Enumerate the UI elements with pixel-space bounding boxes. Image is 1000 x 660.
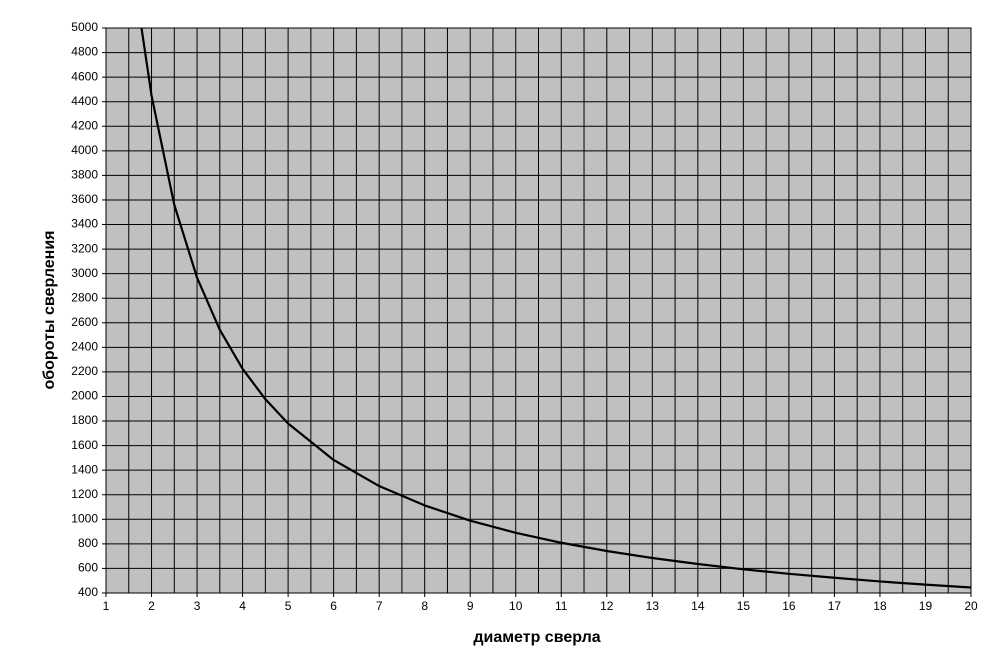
x-tick-label: 7 [376, 599, 383, 613]
x-tick-label: 13 [646, 599, 660, 613]
y-tick-label: 4000 [71, 143, 98, 157]
y-tick-label: 1200 [71, 487, 98, 501]
y-tick-label: 4400 [71, 94, 98, 108]
x-tick-label: 19 [919, 599, 933, 613]
y-tick-label: 2400 [71, 340, 98, 354]
y-axis-title: обороты сверления [41, 230, 58, 389]
x-tick-label: 18 [873, 599, 887, 613]
y-tick-label: 1600 [71, 438, 98, 452]
x-axis-title: диаметр сверла [473, 629, 600, 646]
y-tick-label: 400 [78, 585, 98, 599]
y-tick-label: 1000 [71, 511, 98, 525]
x-tick-label: 14 [691, 599, 705, 613]
x-tick-label: 5 [285, 599, 292, 613]
y-tick-label: 4200 [71, 118, 98, 132]
y-tick-label: 800 [78, 536, 98, 550]
y-tick-label: 3200 [71, 241, 98, 255]
y-tick-label: 2800 [71, 290, 98, 304]
y-tick-label: 600 [78, 561, 98, 575]
x-tick-label: 4 [239, 599, 246, 613]
x-tick-label: 2 [148, 599, 155, 613]
x-tick-label: 1 [103, 599, 110, 613]
y-tick-label: 4800 [71, 45, 98, 59]
x-tick-label: 20 [964, 599, 978, 613]
x-tick-label: 10 [509, 599, 523, 613]
y-tick-label: 3600 [71, 192, 98, 206]
y-tick-label: 5000 [71, 20, 98, 34]
x-tick-label: 3 [194, 599, 201, 613]
y-tick-label: 3800 [71, 168, 98, 182]
x-tick-label: 15 [737, 599, 751, 613]
x-tick-label: 9 [467, 599, 474, 613]
x-tick-label: 12 [600, 599, 614, 613]
x-tick-label: 6 [330, 599, 337, 613]
y-tick-label: 2000 [71, 389, 98, 403]
plot-border [105, 27, 972, 594]
x-tick-label: 16 [782, 599, 796, 613]
y-tick-label: 3000 [71, 266, 98, 280]
y-tick-label: 1800 [71, 413, 98, 427]
y-tick-label: 4600 [71, 69, 98, 83]
y-tick-label: 2200 [71, 364, 98, 378]
y-tick-label: 3400 [71, 217, 98, 231]
y-tick-label: 1400 [71, 462, 98, 476]
x-tick-label: 17 [828, 599, 842, 613]
data-line [140, 27, 972, 589]
x-tick-label: 11 [555, 599, 568, 613]
y-tick-label: 2600 [71, 315, 98, 329]
x-tick-label: 8 [421, 599, 428, 613]
